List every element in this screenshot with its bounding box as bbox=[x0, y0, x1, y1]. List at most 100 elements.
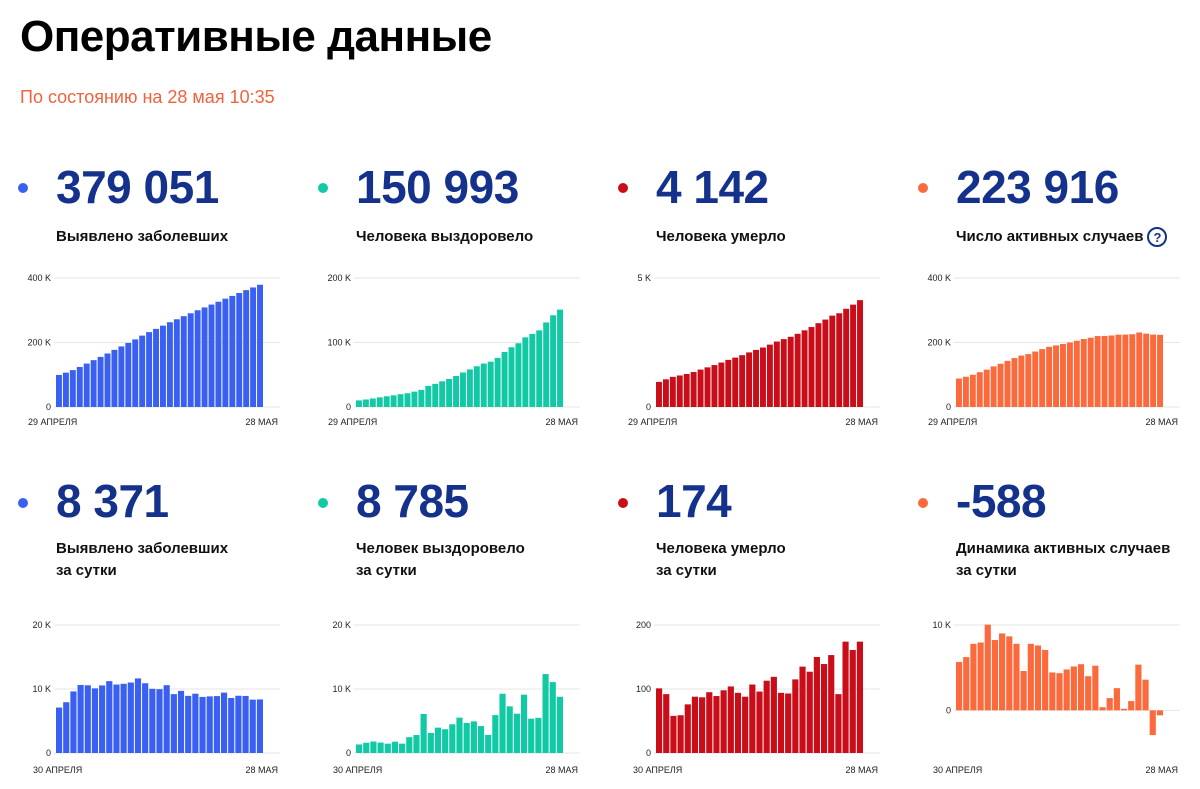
bar bbox=[104, 353, 111, 407]
bar bbox=[501, 351, 508, 407]
bar bbox=[663, 694, 670, 753]
bar bbox=[962, 376, 969, 407]
bar bbox=[1122, 334, 1129, 407]
bar bbox=[801, 330, 808, 407]
bar bbox=[997, 363, 1004, 407]
bar bbox=[220, 692, 228, 753]
bar bbox=[406, 737, 413, 753]
x-end-label: 28 МАЯ bbox=[845, 765, 878, 775]
bar bbox=[442, 729, 449, 753]
bar bbox=[1034, 645, 1042, 711]
bar bbox=[106, 681, 113, 753]
bar bbox=[173, 319, 180, 407]
question-circle-icon[interactable]: ? bbox=[1147, 227, 1168, 248]
series-color-dot bbox=[618, 498, 628, 508]
y-tick-label: 10 K bbox=[932, 620, 951, 630]
x-end-label: 28 МАЯ bbox=[245, 765, 278, 775]
series-color-dot bbox=[918, 498, 928, 508]
bar bbox=[222, 298, 229, 407]
bar bbox=[777, 692, 785, 753]
y-tick-label: 10 K bbox=[332, 684, 351, 694]
bar bbox=[669, 376, 676, 407]
bar bbox=[1042, 649, 1049, 711]
x-start-label: 30 АПРЕЛЯ bbox=[933, 765, 982, 775]
bar bbox=[418, 389, 425, 407]
bar bbox=[466, 369, 473, 407]
bar bbox=[208, 304, 215, 407]
bar bbox=[1018, 355, 1025, 407]
bar bbox=[139, 335, 146, 407]
bar bbox=[1106, 698, 1113, 711]
x-start-label: 29 АПРЕЛЯ bbox=[328, 417, 377, 427]
bar bbox=[460, 372, 466, 407]
bar bbox=[180, 316, 187, 407]
bar bbox=[760, 347, 766, 407]
bar bbox=[557, 309, 563, 407]
bar bbox=[699, 697, 706, 753]
bar bbox=[970, 643, 977, 711]
bar bbox=[377, 742, 384, 753]
bar bbox=[376, 397, 383, 407]
bar bbox=[843, 308, 850, 407]
bar bbox=[513, 713, 520, 753]
y-tick-label: 0 bbox=[946, 705, 951, 715]
bar bbox=[70, 691, 77, 753]
bar bbox=[127, 682, 134, 753]
bar bbox=[656, 688, 663, 753]
x-start-label: 29 АПРЕЛЯ bbox=[28, 417, 77, 427]
x-end-label: 28 МАЯ bbox=[1145, 765, 1178, 775]
bar bbox=[1115, 334, 1122, 407]
bar bbox=[160, 325, 166, 407]
bar bbox=[1136, 332, 1143, 407]
bar bbox=[69, 370, 76, 407]
bar bbox=[1157, 334, 1163, 407]
bar bbox=[1013, 643, 1020, 711]
bar bbox=[1063, 669, 1070, 711]
bar bbox=[739, 355, 746, 407]
y-tick-label: 5 K bbox=[637, 273, 651, 283]
bar bbox=[90, 360, 97, 407]
series-color-dot bbox=[318, 498, 328, 508]
bar bbox=[83, 363, 90, 407]
bar bbox=[142, 683, 149, 753]
bar bbox=[684, 704, 691, 753]
bar bbox=[1011, 358, 1018, 407]
bar bbox=[256, 699, 263, 753]
bar bbox=[384, 743, 391, 753]
x-start-label: 29 АПРЕЛЯ bbox=[928, 417, 977, 427]
bar bbox=[199, 696, 206, 753]
bar bbox=[432, 383, 439, 407]
bar bbox=[163, 685, 170, 753]
bar bbox=[243, 290, 250, 407]
bar bbox=[742, 696, 749, 753]
page-title: Оперативные данные bbox=[20, 12, 492, 61]
bar bbox=[820, 664, 828, 753]
bar-chart: 0 10 K 20 K 30 АПРЕЛЯ 28 МАЯ bbox=[332, 620, 580, 775]
bar bbox=[156, 689, 163, 753]
bar bbox=[794, 333, 801, 407]
bar bbox=[515, 343, 522, 407]
bar bbox=[439, 381, 446, 407]
stat-value: 174 bbox=[656, 475, 732, 527]
stat-label-line1: Человека умерло bbox=[656, 228, 786, 245]
bar bbox=[125, 342, 132, 407]
bar bbox=[1129, 334, 1136, 407]
bar bbox=[792, 679, 799, 753]
bar bbox=[520, 694, 528, 753]
stat-label-line1: Человек выздоровело bbox=[356, 540, 525, 557]
bar bbox=[84, 685, 91, 753]
bar bbox=[1094, 336, 1101, 407]
stat-value: 150 993 bbox=[356, 161, 519, 213]
bar bbox=[97, 356, 104, 407]
bar bbox=[720, 690, 727, 753]
x-end-label: 28 МАЯ bbox=[545, 417, 578, 427]
stat-label-line1: Число активных случаев bbox=[956, 228, 1144, 245]
stat-label-line2: за сутки bbox=[656, 562, 717, 579]
bar bbox=[1004, 360, 1011, 407]
bar bbox=[677, 715, 684, 753]
bar bbox=[828, 655, 835, 753]
bar bbox=[977, 642, 984, 711]
bar bbox=[713, 696, 720, 753]
bar bbox=[991, 640, 999, 711]
bar bbox=[990, 366, 997, 407]
